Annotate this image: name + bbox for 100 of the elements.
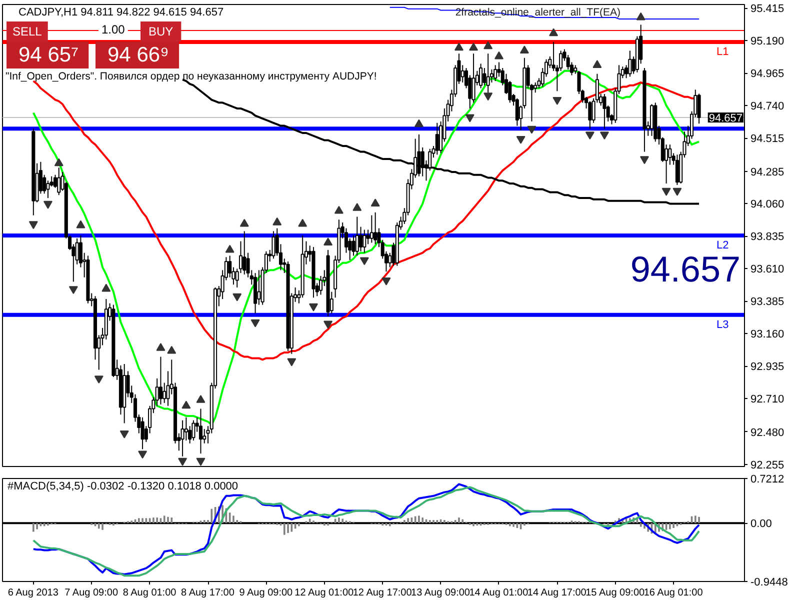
candlestick: [42, 174, 46, 194]
x-tick-label: 8 Aug 01:00: [122, 588, 177, 598]
ref-line-label: 94.657: [708, 112, 743, 125]
annotation: SELL: [12, 24, 42, 38]
point: [308, 303, 318, 312]
point: [272, 217, 282, 226]
y-tick-label: 0.7212: [750, 474, 784, 486]
point: [54, 158, 64, 166]
y-tick-label: 94.740: [750, 100, 784, 113]
point: [240, 218, 249, 227]
candlestick: [192, 420, 196, 442]
candlestick: [602, 94, 606, 130]
y-tick-label: 92.935: [750, 361, 784, 374]
point: [334, 206, 344, 214]
x-tick-label: 16 Aug 01:00: [644, 588, 704, 598]
point: [370, 198, 380, 207]
x-tick-label: 8 Aug 17:00: [181, 588, 235, 598]
y-tick-label: 92.710: [750, 394, 784, 406]
point: [469, 42, 478, 51]
x-tick-label: 14 Aug 17:00: [527, 588, 587, 598]
point: [484, 41, 493, 50]
x-tick-label: 7 Aug 09:00: [64, 588, 118, 598]
chart-title: #MACD(5,34,5) -0.0302 -0.1320 0.1018 0.0000: [8, 480, 238, 492]
candlestick: [198, 408, 203, 454]
candlestick: [180, 420, 184, 457]
candlestick: [534, 82, 538, 94]
candlestick: [257, 270, 261, 306]
y-tick-label: 94.060: [750, 198, 784, 211]
candlestick: [370, 214, 374, 244]
x-tick-label: 15 Aug 09:00: [586, 588, 646, 598]
candlestick: [650, 104, 654, 136]
x-tick-label: 9 Aug 09:00: [239, 588, 294, 598]
point: [414, 119, 424, 128]
point: [360, 257, 369, 266]
ref-line-label: L2: [716, 240, 729, 252]
point: [232, 293, 242, 302]
y-tick-label: -0.9448: [750, 576, 788, 588]
candlestick: [366, 229, 370, 245]
point: [549, 28, 558, 36]
candlestick: [46, 180, 50, 198]
annotation: 1.00: [102, 22, 126, 36]
candlestick: [53, 174, 58, 188]
point: [138, 450, 148, 459]
point: [636, 12, 646, 20]
candlestick: [417, 134, 421, 177]
candlestick: [628, 50, 632, 78]
candlestick: [697, 93, 701, 124]
candlestick: [494, 64, 498, 82]
candlestick: [588, 100, 592, 130]
annotation: 94.657: [630, 248, 740, 290]
candlestick: [352, 235, 356, 256]
candlestick: [460, 64, 464, 83]
y-tick-label: 94.285: [750, 166, 784, 178]
candlestick: [374, 212, 378, 245]
point: [287, 358, 296, 366]
y-tick-label: 94.515: [750, 133, 784, 146]
annotation: 94 66⁹: [108, 44, 170, 66]
point: [250, 319, 260, 328]
point: [43, 200, 52, 209]
point: [382, 277, 391, 286]
candlestick: [57, 167, 61, 196]
x-tick-label: 14 Aug 01:00: [469, 588, 529, 598]
y-tick-label: 93.610: [750, 264, 784, 276]
annotation: "Inf_Open_Orders". Появился ордер по неуказанному инструменту AUDJPY!: [6, 70, 377, 82]
point: [454, 42, 464, 51]
y-tick-label: 0.00: [750, 518, 772, 530]
y-tick-label: 93.385: [750, 296, 784, 308]
candlestick: [515, 98, 519, 126]
y-tick-label: 95.415: [750, 3, 784, 16]
x-tick-label: 6 Aug 2013: [8, 588, 59, 598]
annotation: 94 65⁷: [18, 44, 79, 66]
point: [120, 430, 129, 438]
candlestick: [140, 416, 144, 450]
y-tick-label: 94.965: [750, 68, 784, 80]
y-tick-label: 93.835: [750, 231, 784, 244]
point: [592, 60, 602, 68]
candlestick: [486, 53, 490, 94]
point: [196, 458, 206, 466]
candlestick: [362, 229, 366, 254]
y-tick-label: 92.255: [750, 459, 784, 472]
y-tick-label: 93.160: [750, 328, 784, 341]
candlestick: [242, 230, 246, 275]
point: [28, 221, 38, 230]
candlestick: [479, 63, 483, 89]
point: [352, 202, 362, 211]
candlestick: [158, 356, 162, 405]
x-tick-label: 12 Aug 01:00: [294, 588, 354, 598]
candlestick: [202, 428, 206, 444]
candlestick: [675, 154, 679, 186]
y-tick-label: 95.190: [750, 36, 784, 48]
candlestick: [184, 416, 188, 442]
point: [178, 458, 188, 466]
candlestick: [435, 122, 439, 156]
point: [298, 218, 308, 227]
candlestick: [162, 382, 166, 404]
candlestick: [358, 226, 363, 252]
point: [494, 51, 504, 60]
point: [672, 188, 682, 196]
point: [324, 238, 333, 246]
chart-title: CADJPY,H1 94.811 94.822 94.615 94.657: [18, 6, 224, 18]
